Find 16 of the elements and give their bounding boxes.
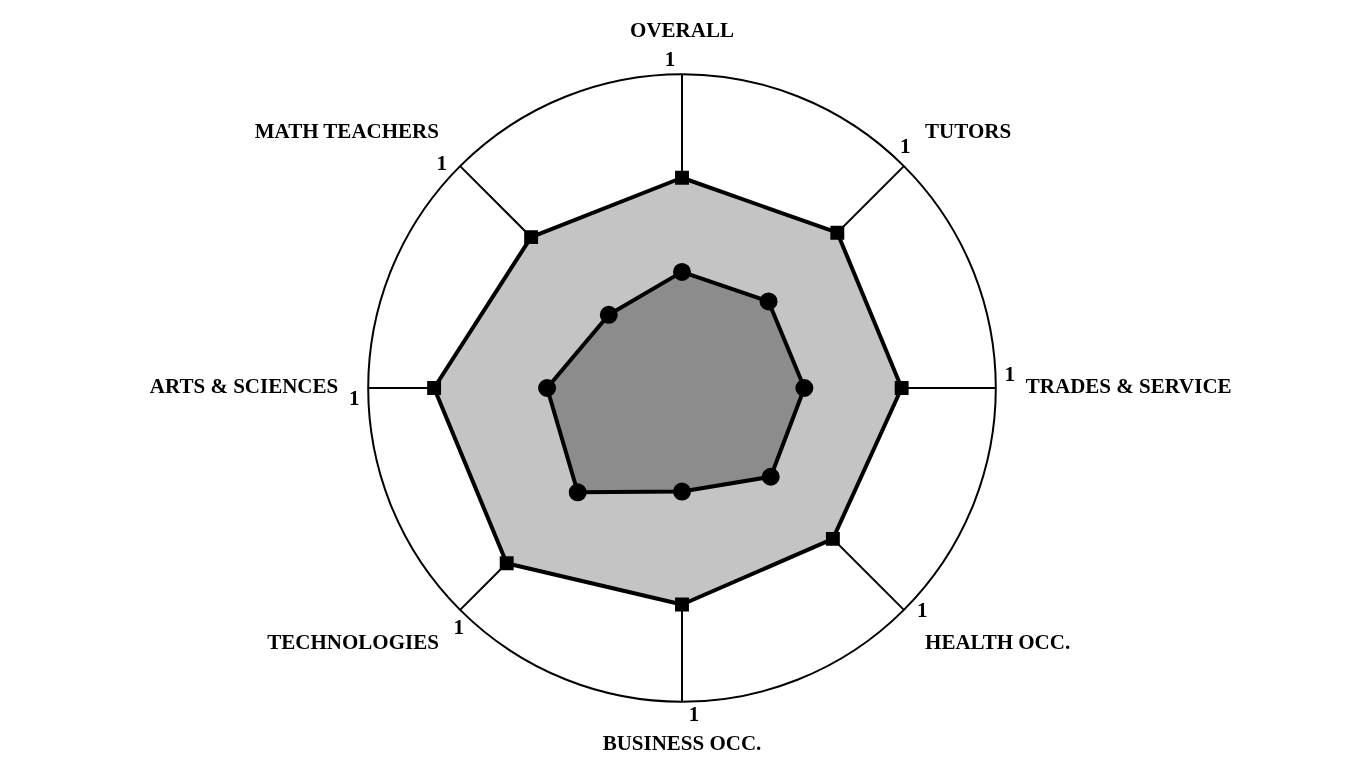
- spoke-label: HEALTH OCC.: [925, 630, 1071, 655]
- spoke-label: TRADES & SERVICE: [1025, 374, 1232, 399]
- text: 1: [917, 597, 928, 622]
- spoke-label: TUTORS: [925, 118, 1012, 143]
- spoke-label: MATH TEACHERS: [254, 118, 439, 143]
- text: 1: [664, 46, 676, 71]
- text: 1: [1004, 362, 1016, 387]
- spoke-label: ARTS & SCIENCES: [149, 374, 339, 399]
- text: 1: [348, 386, 360, 411]
- text: 1: [453, 614, 464, 639]
- spoke-label: OVERALL: [630, 18, 734, 43]
- spoke-label: BUSINESS OCC.: [602, 730, 762, 755]
- text: 1: [688, 702, 700, 727]
- text: 1: [900, 134, 911, 159]
- spoke-label: TECHNOLOGIES: [267, 630, 439, 655]
- text: 1: [436, 151, 447, 176]
